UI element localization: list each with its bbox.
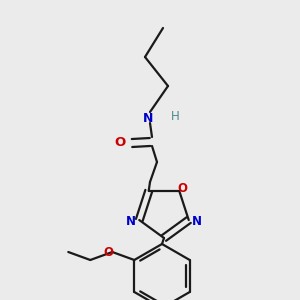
Text: N: N (143, 112, 153, 124)
Text: N: N (126, 214, 136, 227)
Text: O: O (177, 182, 187, 196)
Text: O: O (103, 245, 113, 259)
Text: N: N (192, 214, 202, 227)
Text: O: O (114, 136, 126, 149)
Text: H: H (171, 110, 179, 122)
